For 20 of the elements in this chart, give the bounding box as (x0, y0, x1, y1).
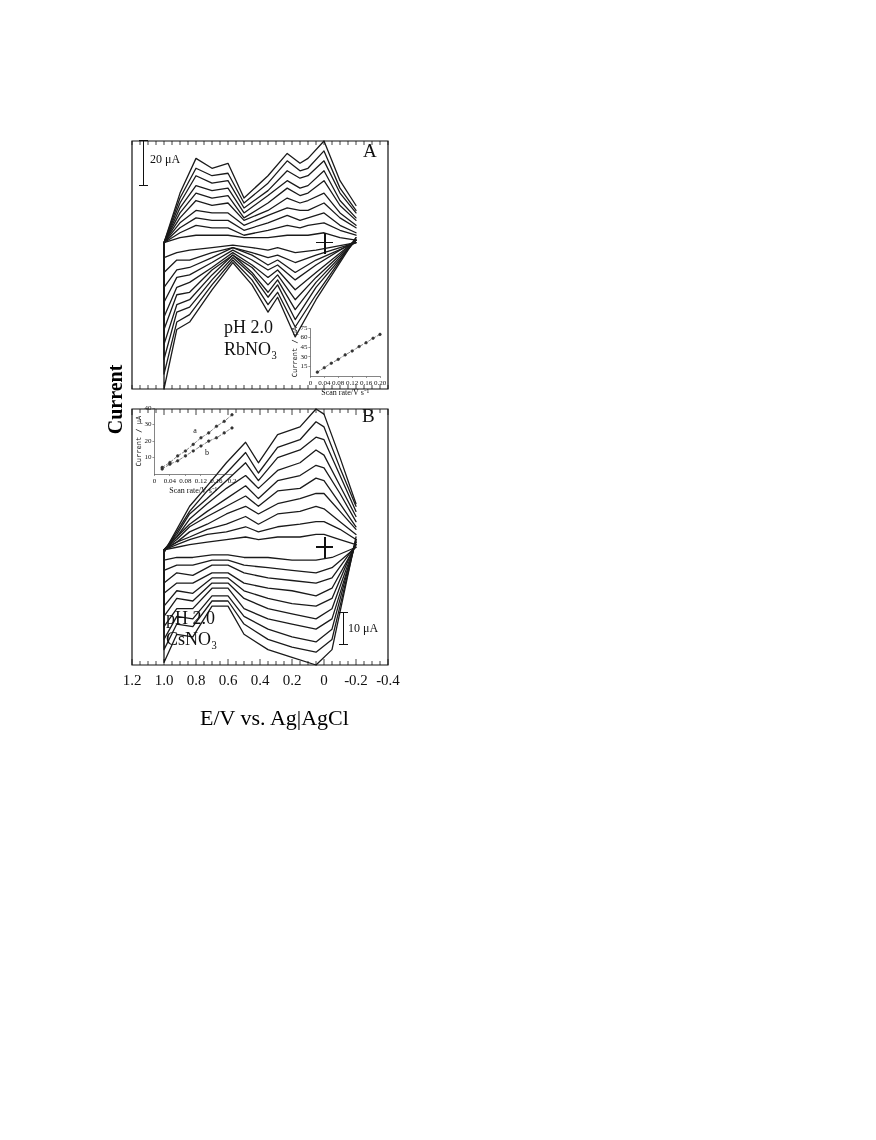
x-tick-label: 1.0 (154, 671, 174, 688)
annotation: RbNO₃ (224, 339, 278, 359)
x-axis-title: Scan rate/V s⁻¹ (321, 388, 370, 398)
x-tick-label: 0.6 (218, 671, 238, 688)
series-label: a (193, 425, 198, 435)
x-tick-label: -0.4 (376, 671, 401, 688)
x-tick-label: 0 (320, 671, 328, 688)
annotation: pH 2.0 (224, 317, 273, 337)
x-tick-label: 1.2 (122, 671, 142, 688)
annotation: B (362, 405, 375, 426)
series-label: b (204, 448, 209, 458)
x-tick-label: 0.4 (250, 671, 270, 688)
x-axis-title: E/V vs. Ag|AgCl (200, 705, 349, 731)
annotation: 10 μA (348, 621, 379, 635)
x-tick-label: 0.2 (282, 671, 302, 688)
x-tick-label: -0.2 (344, 671, 368, 688)
y-axis-title: Current (103, 364, 127, 435)
annotation: A (363, 140, 377, 161)
annotation: 20 μA (150, 152, 181, 166)
x-tick-label: 0.8 (186, 671, 206, 688)
